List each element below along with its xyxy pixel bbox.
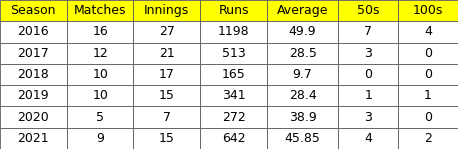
Bar	[398, 43, 458, 64]
Bar	[267, 64, 338, 85]
Text: 642: 642	[222, 132, 245, 145]
Text: 4: 4	[364, 132, 372, 145]
Text: 2: 2	[424, 132, 432, 145]
Text: 10: 10	[92, 89, 108, 102]
Bar	[67, 85, 133, 106]
Bar	[0, 21, 67, 43]
Bar	[0, 106, 67, 128]
Text: Matches: Matches	[74, 4, 126, 17]
Bar	[200, 128, 267, 149]
Text: 7: 7	[163, 111, 171, 124]
Text: 9.7: 9.7	[293, 68, 313, 81]
Bar	[200, 21, 267, 43]
Bar	[338, 64, 398, 85]
Bar	[267, 43, 338, 64]
Bar	[0, 128, 67, 149]
Bar	[398, 85, 458, 106]
Bar	[200, 85, 267, 106]
Text: Average: Average	[277, 4, 328, 17]
Bar	[0, 43, 67, 64]
Text: 0: 0	[364, 68, 372, 81]
Bar	[267, 0, 338, 21]
Bar	[200, 0, 267, 21]
Text: 3: 3	[364, 111, 372, 124]
Text: Runs: Runs	[218, 4, 249, 17]
Bar	[133, 43, 200, 64]
Text: 28.5: 28.5	[289, 47, 316, 60]
Bar	[133, 21, 200, 43]
Text: 3: 3	[364, 47, 372, 60]
Text: 2021: 2021	[17, 132, 49, 145]
Text: 341: 341	[222, 89, 245, 102]
Text: 12: 12	[92, 47, 108, 60]
Bar	[0, 0, 67, 21]
Bar	[133, 85, 200, 106]
Text: 16: 16	[92, 25, 108, 38]
Text: 2019: 2019	[17, 89, 49, 102]
Text: 4: 4	[424, 25, 432, 38]
Text: 1198: 1198	[218, 25, 250, 38]
Text: 2016: 2016	[17, 25, 49, 38]
Bar	[133, 0, 200, 21]
Text: 17: 17	[159, 68, 175, 81]
Text: 165: 165	[222, 68, 245, 81]
Text: 513: 513	[222, 47, 245, 60]
Bar	[67, 21, 133, 43]
Text: 0: 0	[424, 68, 432, 81]
Text: 5: 5	[96, 111, 104, 124]
Bar	[267, 21, 338, 43]
Text: 2018: 2018	[17, 68, 49, 81]
Text: 1: 1	[424, 89, 432, 102]
Bar	[67, 128, 133, 149]
Bar	[338, 0, 398, 21]
Bar	[67, 43, 133, 64]
Bar	[200, 64, 267, 85]
Bar	[398, 21, 458, 43]
Text: 28.4: 28.4	[289, 89, 316, 102]
Text: 50s: 50s	[357, 4, 380, 17]
Bar	[0, 64, 67, 85]
Bar	[398, 128, 458, 149]
Text: 38.9: 38.9	[289, 111, 316, 124]
Text: 45.85: 45.85	[285, 132, 321, 145]
Bar	[0, 85, 67, 106]
Text: 27: 27	[159, 25, 175, 38]
Bar	[133, 128, 200, 149]
Text: 1: 1	[364, 89, 372, 102]
Bar	[200, 43, 267, 64]
Text: 7: 7	[364, 25, 372, 38]
Bar	[338, 43, 398, 64]
Text: 100s: 100s	[413, 4, 443, 17]
Bar	[67, 64, 133, 85]
Bar	[67, 106, 133, 128]
Bar	[338, 85, 398, 106]
Bar	[398, 64, 458, 85]
Bar	[133, 64, 200, 85]
Text: 15: 15	[159, 89, 175, 102]
Bar	[267, 106, 338, 128]
Text: 15: 15	[159, 132, 175, 145]
Bar	[200, 106, 267, 128]
Text: 21: 21	[159, 47, 175, 60]
Text: 0: 0	[424, 111, 432, 124]
Bar	[67, 0, 133, 21]
Text: 2017: 2017	[17, 47, 49, 60]
Text: 2020: 2020	[17, 111, 49, 124]
Bar	[338, 128, 398, 149]
Bar	[267, 128, 338, 149]
Text: Season: Season	[11, 4, 56, 17]
Text: 49.9: 49.9	[289, 25, 316, 38]
Text: 9: 9	[96, 132, 104, 145]
Bar	[133, 106, 200, 128]
Bar	[267, 85, 338, 106]
Text: 10: 10	[92, 68, 108, 81]
Bar	[398, 106, 458, 128]
Text: 272: 272	[222, 111, 245, 124]
Bar	[338, 106, 398, 128]
Text: Innings: Innings	[144, 4, 190, 17]
Text: 0: 0	[424, 47, 432, 60]
Bar	[398, 0, 458, 21]
Bar	[338, 21, 398, 43]
